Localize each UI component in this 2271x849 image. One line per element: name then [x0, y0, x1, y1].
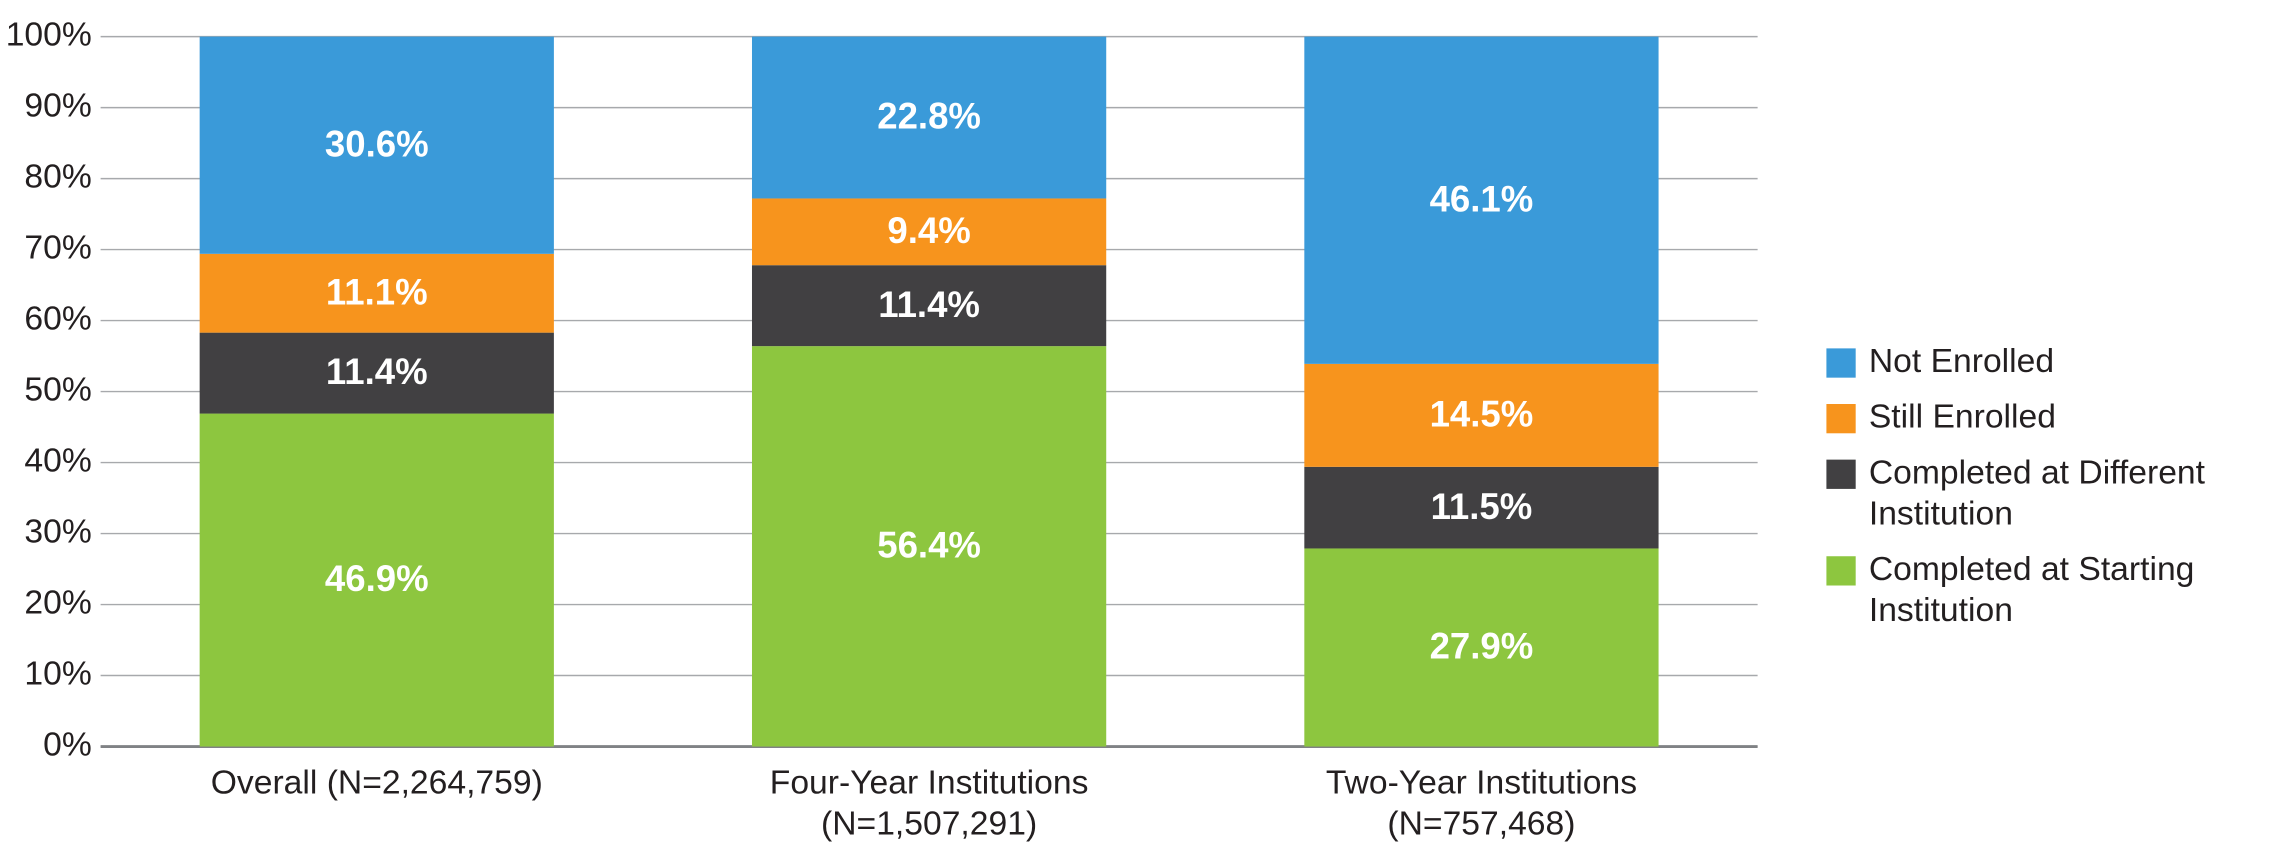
value-label: 11.5%: [1431, 486, 1533, 527]
legend-label: Still Enrolled: [1869, 399, 2056, 436]
y-tick-label: 0%: [43, 726, 92, 763]
value-label: 46.9%: [325, 558, 429, 599]
value-label: 27.9%: [1430, 626, 1534, 667]
legend-swatch: [1826, 556, 1856, 586]
value-label: 9.4%: [887, 210, 970, 251]
y-tick-label: 50%: [24, 371, 91, 408]
bar-segment: [1304, 548, 1659, 747]
bar-segment: [199, 253, 554, 333]
y-tick-label: 90%: [24, 87, 91, 124]
y-tick-label: 60%: [24, 300, 91, 337]
legend-swatch: [1826, 404, 1856, 434]
legend-label: Completed at Different Institution: [1869, 454, 2206, 532]
value-label: 11.1%: [326, 271, 428, 312]
bar-segment: [751, 36, 1107, 199]
value-label: 11.4%: [326, 351, 428, 392]
bar-segment: [1304, 466, 1659, 549]
bar-segment: [751, 346, 1107, 747]
bar-segment: [199, 413, 554, 747]
bar-segment: [1304, 363, 1659, 467]
x-tick-label: Two-Year Institutions (N=757,468): [1326, 764, 1637, 842]
bar-segment: [751, 198, 1107, 266]
y-tick-label: 80%: [24, 158, 91, 195]
legend-swatch: [1826, 459, 1856, 489]
y-tick-label: 10%: [24, 655, 91, 692]
bar-segment: [199, 36, 554, 254]
value-label: 30.6%: [325, 123, 429, 164]
x-tick-label: Overall (N=2,264,759): [211, 764, 543, 801]
legend-swatch: [1826, 348, 1856, 378]
legend-label: Completed at Starting Institution: [1869, 551, 2195, 629]
value-label: 22.8%: [877, 96, 981, 137]
bar-segment: [1304, 36, 1659, 364]
y-tick-label: 30%: [24, 513, 91, 550]
legend-label: Not Enrolled: [1869, 343, 2054, 380]
y-tick-label: 20%: [24, 584, 91, 621]
value-label: 14.5%: [1430, 393, 1534, 434]
x-tick-label: Four-Year Institutions (N=1,507,291): [770, 764, 1089, 842]
bar-segment: [199, 332, 554, 414]
y-tick-label: 100%: [6, 16, 92, 53]
y-tick-label: 40%: [24, 442, 91, 479]
value-label: 11.4%: [878, 284, 980, 325]
value-label: 46.1%: [1430, 178, 1534, 219]
value-label: 56.4%: [877, 524, 981, 565]
bar-segment: [751, 265, 1107, 347]
y-tick-label: 70%: [24, 229, 91, 266]
